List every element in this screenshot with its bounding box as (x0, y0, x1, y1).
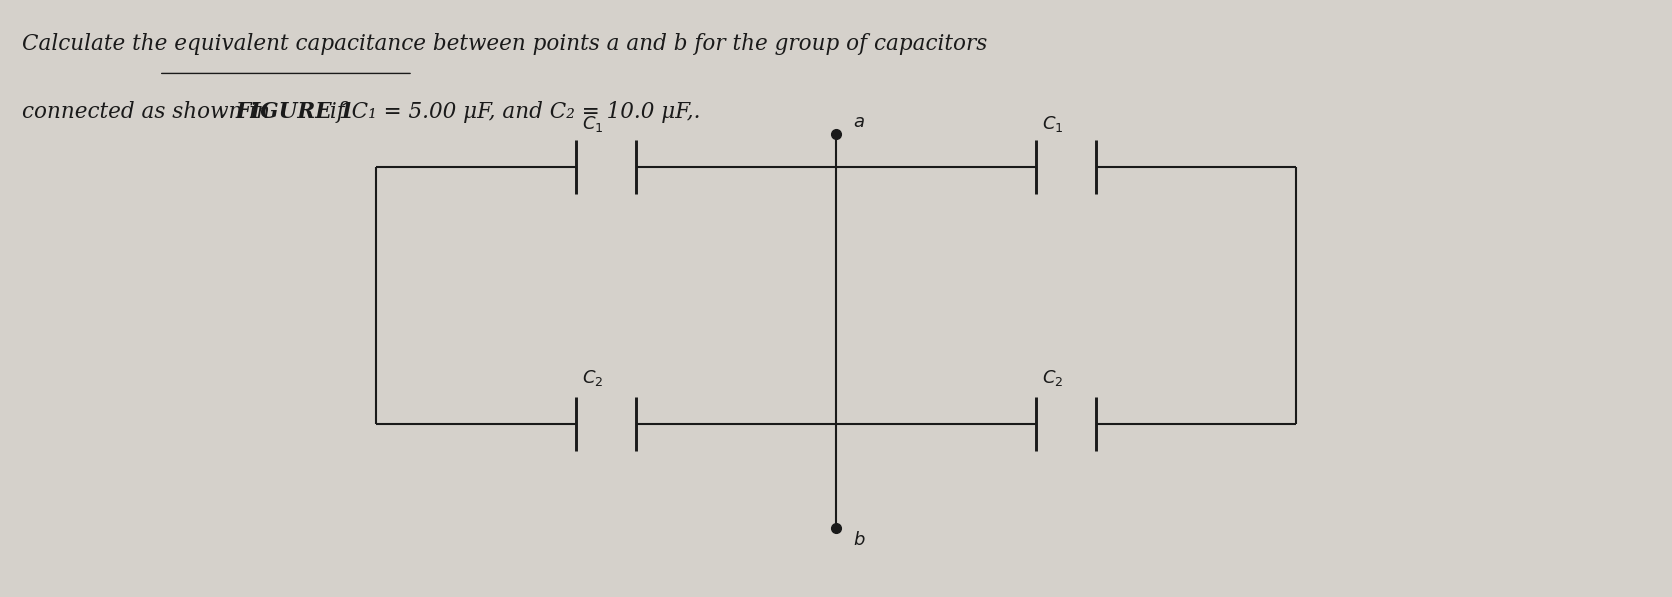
Text: Calculate the equivalent capacitance between points a and b for the group of cap: Calculate the equivalent capacitance bet… (22, 33, 986, 55)
Text: $C_2$: $C_2$ (582, 368, 604, 388)
Text: $C_2$: $C_2$ (1042, 368, 1063, 388)
Text: if C₁ = 5.00 μF, and C₂ = 10.0 μF,.: if C₁ = 5.00 μF, and C₂ = 10.0 μF,. (323, 101, 701, 124)
Text: $a$: $a$ (853, 113, 864, 131)
Text: $b$: $b$ (853, 531, 866, 549)
Text: connected as shown in: connected as shown in (22, 101, 276, 124)
Text: $C_1$: $C_1$ (582, 114, 604, 134)
Text: FIGURE 1: FIGURE 1 (236, 101, 354, 124)
Text: $C_1$: $C_1$ (1042, 114, 1063, 134)
